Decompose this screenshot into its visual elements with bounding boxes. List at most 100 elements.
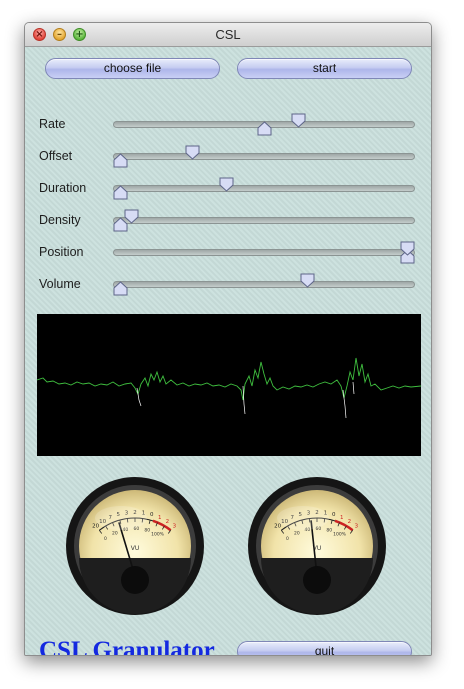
meter-tick (119, 519, 122, 524)
choose-file-button[interactable]: choose file (45, 58, 220, 79)
meter-tick (349, 530, 354, 534)
slider-thumb-rate[interactable] (291, 113, 306, 128)
slider-min-thumb-offset[interactable] (113, 153, 128, 168)
slider-min-thumb-density[interactable] (113, 217, 128, 232)
close-window-button[interactable]: × (33, 28, 46, 41)
slider-label-volume: Volume (39, 277, 81, 291)
slider-thumb-offset[interactable] (185, 145, 200, 160)
meter-percent-label: 100% (151, 532, 165, 538)
waveform-trace (37, 357, 421, 401)
meter-scale-label: 20 (274, 524, 281, 530)
meter-tick (98, 530, 103, 534)
meter-tick (148, 519, 151, 524)
main-panel: choose file start Rate Offset Duration Dens… (25, 47, 431, 655)
slider-thumb-duration[interactable] (219, 177, 234, 192)
meter-scale-label: 3 (173, 524, 177, 530)
brand-title: CSL Granulator (39, 637, 215, 656)
meter-percent-label: 40 (304, 527, 310, 533)
slider-label-rate: Rate (39, 117, 66, 131)
meter-scale-label: 2 (315, 510, 319, 516)
meter-scale-label: 2 (166, 519, 170, 525)
title-bar[interactable]: × – + CSL (25, 23, 431, 47)
slider-track-density[interactable] (113, 217, 415, 224)
slider-min-thumb-rate[interactable] (257, 121, 272, 136)
meter-scale-arc (280, 517, 336, 531)
meter-scale-label: 1 (324, 511, 328, 517)
zoom-window-button[interactable]: + (73, 28, 86, 41)
window-title: CSL (215, 27, 241, 42)
meter-tick (155, 522, 158, 527)
meter-scale-label: 1 (158, 515, 162, 521)
meter-tick (343, 525, 347, 530)
meter-tick (294, 522, 297, 527)
waveform-trace-lower (136, 381, 355, 419)
slider-label-density: Density (39, 213, 81, 227)
meter-tick (126, 518, 129, 523)
start-button[interactable]: start (237, 58, 412, 79)
vu-meter-right: 2010753210123020406080100%VU (248, 477, 386, 615)
slider-track-duration[interactable] (113, 185, 415, 192)
minimize-window-button[interactable]: – (53, 28, 66, 41)
meter-scale-label: 1 (142, 511, 146, 517)
slider-min-thumb-volume[interactable] (113, 281, 128, 296)
close-icon: × (35, 29, 44, 40)
meter-tick (280, 530, 285, 534)
meter-scale-label: 7 (290, 515, 294, 521)
slider-label-position: Position (39, 245, 84, 259)
meter-tick (105, 525, 109, 530)
meter-glass-highlight (277, 506, 329, 530)
minimize-icon: – (57, 29, 62, 40)
meter-tick (337, 522, 340, 527)
meter-percent-label: 40 (122, 527, 128, 533)
meter-tick (301, 519, 304, 524)
meter-vu-label: VU (131, 545, 140, 552)
meter-percent-label: 80 (144, 528, 150, 534)
meter-scale-label: 3 (307, 511, 311, 517)
slider-track-volume[interactable] (113, 281, 415, 288)
meter-tick (308, 518, 311, 523)
meter-scale-label: 3 (125, 511, 129, 517)
meter-percent-label: 100% (333, 532, 347, 538)
meter-tick (141, 518, 144, 523)
meter-scale-label: 0 (150, 512, 154, 518)
vu-meter-left: 2010753210123020406080100%VU (66, 477, 204, 615)
slider-thumb-density[interactable] (124, 209, 139, 224)
meter-scale-label: 2 (133, 510, 137, 516)
meter-tick (112, 522, 115, 527)
meter-tick (161, 525, 165, 530)
meter-scale-arc (98, 517, 154, 531)
meter-pivot-cap (303, 566, 331, 594)
meter-tick (167, 530, 172, 534)
meter-vu-label: VU (313, 545, 322, 552)
quit-button[interactable]: quit (237, 641, 412, 655)
meter-scale-label: 20 (92, 524, 99, 530)
meter-scale-label: 7 (108, 515, 112, 521)
meter-tick (323, 518, 326, 523)
meter-percent-label: 60 (315, 526, 321, 532)
slider-track-position[interactable] (113, 249, 415, 256)
meter-percent-label: 0 (104, 536, 107, 542)
slider-min-thumb-duration[interactable] (113, 185, 128, 200)
meter-scale-label: 0 (332, 512, 336, 518)
meter-percent-label: 20 (294, 530, 300, 536)
meter-scale-label: 3 (355, 524, 359, 530)
meter-percent-label: 80 (326, 528, 332, 534)
meter-tick (287, 525, 291, 530)
slider-track-offset[interactable] (113, 153, 415, 160)
meter-percent-label: 0 (286, 536, 289, 542)
meter-tick (330, 519, 333, 524)
slider-label-duration: Duration (39, 181, 87, 195)
slider-min-thumb-position[interactable] (400, 249, 415, 264)
waveform-display (37, 314, 421, 456)
meter-percent-label: 60 (133, 526, 139, 532)
meter-scale-label: 10 (281, 519, 288, 525)
meter-scale-label: 1 (340, 515, 344, 521)
zoom-icon: + (75, 29, 84, 40)
slider-thumb-position[interactable] (400, 241, 415, 256)
app-window: × – + CSL choose file start Rate Offset Du… (24, 22, 432, 656)
meter-scale-label: 5 (116, 512, 120, 518)
meter-pivot-cap (121, 566, 149, 594)
slider-label-offset: Offset (39, 149, 73, 163)
slider-thumb-volume[interactable] (300, 273, 315, 288)
meter-percent-label: 20 (112, 530, 118, 536)
